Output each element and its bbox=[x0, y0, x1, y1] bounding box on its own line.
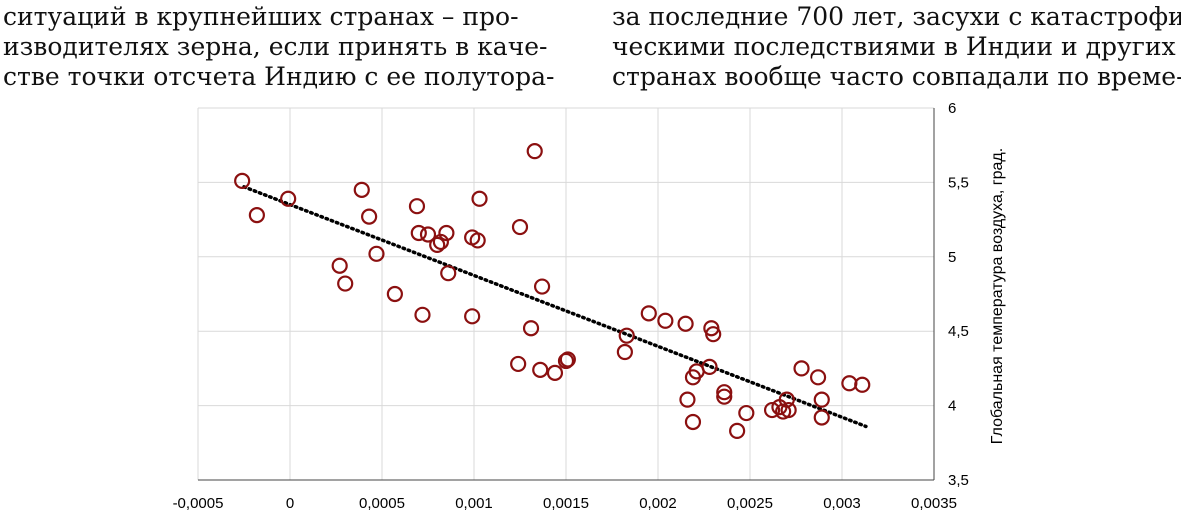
data-point bbox=[510, 355, 527, 373]
data-point bbox=[471, 190, 488, 207]
text-line: ческими последствиями в Индии и других bbox=[612, 32, 1176, 61]
y-tick-label: 5 bbox=[948, 249, 956, 266]
data-point bbox=[841, 375, 858, 392]
data-point bbox=[729, 422, 746, 439]
data-point bbox=[429, 236, 446, 253]
data-point bbox=[778, 391, 795, 408]
tick-labels: -0,0005 0 0,0005 0,001 0,0015 0,002 0,0025 0,00… bbox=[173, 100, 969, 512]
data-point bbox=[248, 207, 265, 224]
data-point bbox=[763, 401, 781, 419]
y-axis-title: Глобальная температура воздуха, град. bbox=[989, 148, 1006, 444]
data-point bbox=[522, 320, 540, 337]
data-point bbox=[440, 265, 457, 282]
data-point bbox=[705, 326, 722, 343]
data-point bbox=[780, 401, 797, 419]
data-point bbox=[438, 224, 455, 242]
data-point bbox=[432, 233, 449, 251]
y-tick-label: 5,5 bbox=[948, 174, 969, 191]
data-point bbox=[532, 361, 549, 378]
paragraph-left-column: ситуаций в крупнейших странах – про- изв… bbox=[3, 2, 554, 92]
data-point bbox=[679, 391, 696, 408]
trendline bbox=[242, 185, 868, 429]
data-point bbox=[716, 384, 733, 401]
data-point bbox=[469, 232, 486, 249]
data-point bbox=[546, 364, 564, 381]
data-point bbox=[716, 388, 733, 405]
data-point bbox=[414, 306, 431, 323]
paragraph-right-column: за последние 700 лет, засухи с катастроф… bbox=[612, 2, 1181, 92]
x-tick-label: 0 bbox=[286, 495, 294, 512]
data-point bbox=[361, 208, 378, 225]
axes bbox=[197, 107, 935, 481]
x-tick-label: 0,0015 bbox=[543, 495, 589, 512]
data-point bbox=[368, 245, 385, 262]
data-point bbox=[557, 352, 575, 370]
x-tick-label: -0,0005 bbox=[173, 495, 224, 512]
data-points bbox=[234, 143, 871, 439]
data-point bbox=[234, 172, 251, 190]
y-tick-label: 3,5 bbox=[948, 472, 969, 489]
data-point bbox=[419, 226, 437, 243]
data-point bbox=[408, 198, 426, 215]
data-point bbox=[813, 409, 830, 426]
data-point bbox=[809, 369, 827, 386]
data-point bbox=[701, 358, 718, 376]
data-point bbox=[854, 376, 871, 393]
data-point bbox=[386, 285, 403, 303]
data-point bbox=[559, 351, 576, 368]
x-tick-label: 0,0025 bbox=[727, 495, 773, 512]
data-point bbox=[533, 278, 551, 295]
y-tick-label: 4 bbox=[948, 398, 956, 415]
text-line: ситуаций в крупнейших странах – про- bbox=[3, 2, 519, 31]
data-point bbox=[280, 190, 297, 207]
text-line: за последние 700 лет, засухи с катастроф… bbox=[612, 2, 1181, 31]
text-line: стве точки отсчета Индию с ее полутора- bbox=[3, 62, 555, 91]
data-point bbox=[337, 275, 354, 292]
y-tick-label: 6 bbox=[948, 100, 956, 117]
data-point bbox=[464, 308, 481, 325]
x-tick-label: 0,001 bbox=[455, 495, 493, 512]
x-tick-label: 0,0035 bbox=[911, 495, 957, 512]
data-point bbox=[353, 181, 370, 198]
data-point bbox=[511, 218, 529, 236]
trendline-layer bbox=[242, 185, 868, 429]
x-tick-label: 0,003 bbox=[823, 495, 861, 512]
data-point bbox=[640, 305, 657, 322]
data-point bbox=[331, 257, 348, 274]
data-point bbox=[657, 312, 674, 329]
data-point bbox=[618, 327, 635, 344]
data-point bbox=[410, 224, 427, 242]
text-line: изводителях зерна, если принять в каче- bbox=[3, 32, 548, 61]
grid bbox=[198, 108, 934, 480]
x-tick-label: 0,002 bbox=[639, 495, 677, 512]
data-point bbox=[813, 391, 830, 408]
y-tick-label: 4,5 bbox=[948, 323, 969, 340]
x-tick-label: 0,0005 bbox=[359, 495, 405, 512]
data-point bbox=[793, 360, 810, 377]
data-point bbox=[526, 143, 543, 160]
text-line: странах вообще часто совпадали по време- bbox=[612, 62, 1181, 91]
data-point bbox=[738, 404, 755, 422]
data-point bbox=[616, 343, 633, 361]
data-point bbox=[684, 413, 702, 431]
data-point bbox=[677, 315, 694, 332]
